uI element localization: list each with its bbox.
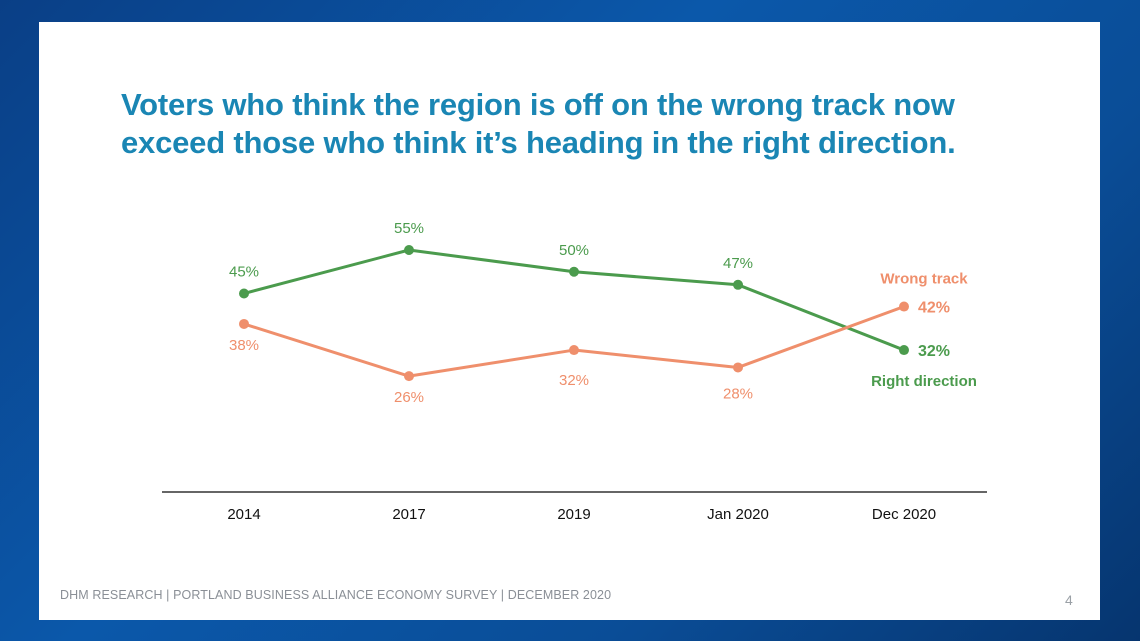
data-label-right-direction-1: 45% (229, 264, 259, 281)
data-labels: 45% 55% 50% 47% 32% 38% 26% 32% 28% 42% (229, 220, 950, 406)
data-point-wrong-track-2 (404, 371, 414, 382)
data-point-right-direction-2 (404, 245, 414, 255)
data-label-right-direction-4: 47% (723, 255, 753, 272)
slide-title: Voters who think the region is off on th… (121, 86, 1061, 162)
data-label-wrong-track-2: 26% (394, 389, 424, 406)
data-point-right-direction-5 (899, 345, 909, 356)
line-chart: 45%55%50%47%32%38%26%32%28%42% 2014 2017 2… (162, 220, 987, 523)
footer-source: DHM RESEARCH | PORTLAND BUSINESS ALLIANC… (60, 588, 612, 602)
data-label-right-direction-3: 50% (559, 242, 589, 259)
data-point-wrong-track-1 (239, 318, 249, 329)
series-line-wrong-track (243, 305, 905, 378)
data-point-right-direction-1 (239, 288, 249, 299)
data-label-wrong-track-1: 38% (229, 337, 259, 354)
data-label-right-direction-5: 32% (918, 343, 950, 360)
data-label-right-direction-2: 55% (394, 220, 424, 237)
series-name-wrong-track: Wrong track (880, 271, 968, 288)
data-point-wrong-track-3 (569, 345, 579, 356)
slide: Voters who think the region is off on th… (39, 22, 1100, 620)
slide-title-line-2: exceed those who think it’s heading in t… (121, 125, 956, 160)
data-points (239, 245, 909, 382)
x-tick-label-2: 2017 (392, 506, 425, 523)
data-point-right-direction-3 (569, 266, 579, 277)
data-point-wrong-track-4 (733, 362, 743, 373)
slide-title-line-1: Voters who think the region is off on th… (121, 87, 955, 122)
x-axis-tick-labels: 2014 2017 2019 Jan 2020 Dec 2020 (227, 506, 936, 523)
data-label-wrong-track-5: 42% (918, 300, 950, 317)
x-tick-label-1: 2014 (227, 506, 260, 523)
data-point-wrong-track-5 (899, 301, 909, 312)
series-name-right-direction: Right direction (871, 373, 977, 390)
page-number: 4 (1065, 592, 1073, 608)
x-tick-label-3: 2019 (557, 506, 590, 523)
data-label-wrong-track-3: 32% (559, 372, 589, 389)
x-tick-label-4: Jan 2020 (707, 506, 769, 523)
series-line-right-direction (243, 248, 905, 352)
data-label-wrong-track-4: 28% (723, 385, 753, 402)
series-name-labels: Right direction Wrong track (871, 271, 977, 391)
data-point-right-direction-4 (733, 279, 743, 290)
x-tick-label-5: Dec 2020 (872, 506, 936, 523)
